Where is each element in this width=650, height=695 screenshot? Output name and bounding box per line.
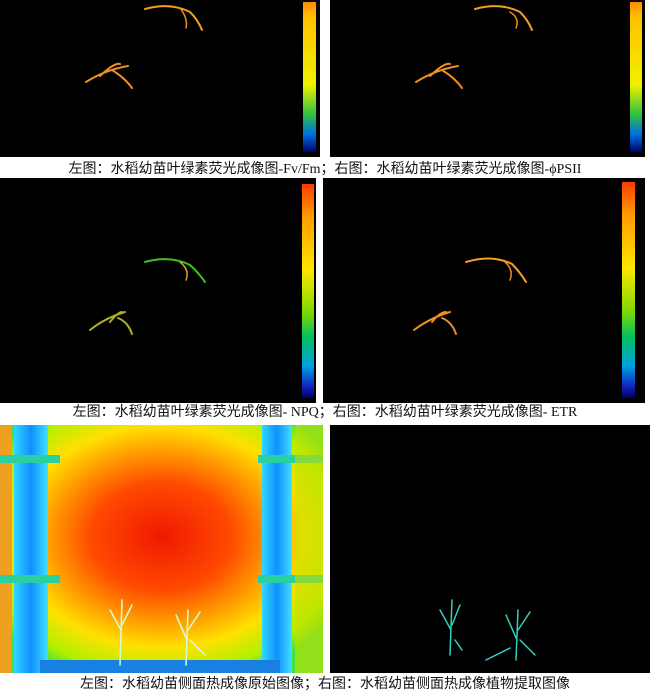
image-region [262,425,292,673]
plant [465,257,527,283]
image-region [258,455,323,463]
image-region [303,2,316,152]
image-region [302,184,314,398]
image-region [295,425,323,673]
panel-fvfm [0,0,320,157]
plant [413,311,457,335]
image-region [330,0,645,157]
panel-phipsii [330,0,645,157]
caption: 左图：水稻幼苗侧面热成像原始图像；右图：水稻幼苗侧面热成像植物提取图像 [80,676,570,692]
plant [179,261,188,281]
image-region [258,575,323,583]
panel-npq [0,178,316,403]
plant [89,311,133,335]
image-region [40,660,280,673]
plant [144,5,203,31]
caption: 左图：水稻幼苗叶绿素荧光成像图- NPQ；右图：水稻幼苗叶绿素荧光成像图- ET… [73,403,578,420]
image-region [0,0,320,157]
plant [144,258,206,283]
image-region [622,182,635,398]
plant [509,11,518,29]
plant [415,62,463,89]
image-region [0,425,12,673]
image-region [330,425,650,673]
image-region [0,178,316,403]
plant [439,599,536,661]
image-region [630,2,642,152]
plant [109,599,206,666]
image-region [14,425,48,673]
image-region [323,178,645,403]
plant [504,261,512,281]
image-region [0,455,60,463]
plant [474,5,533,31]
plant [179,7,188,29]
panel-thermal-raw [0,425,323,673]
panel-thermal-extracted [330,425,650,673]
caption: 左图：水稻幼苗叶绿素荧光成像图-Fv/Fm；右图：水稻幼苗叶绿素荧光成像图-ϕP… [69,160,582,177]
image-region [0,575,60,583]
plant [85,62,133,89]
panel-etr [323,178,645,403]
